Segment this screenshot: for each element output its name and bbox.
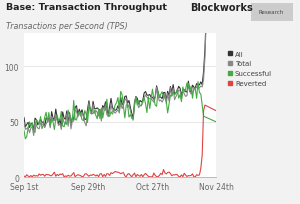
- Text: Transactions per Second (TPS): Transactions per Second (TPS): [6, 21, 128, 30]
- Text: Base: Transaction Throughput: Base: Transaction Throughput: [6, 3, 167, 12]
- Legend: All, Total, Successful, Reverted: All, Total, Successful, Reverted: [225, 49, 275, 89]
- Text: Blockworks: Blockworks: [190, 3, 253, 13]
- Text: Research: Research: [259, 10, 284, 15]
